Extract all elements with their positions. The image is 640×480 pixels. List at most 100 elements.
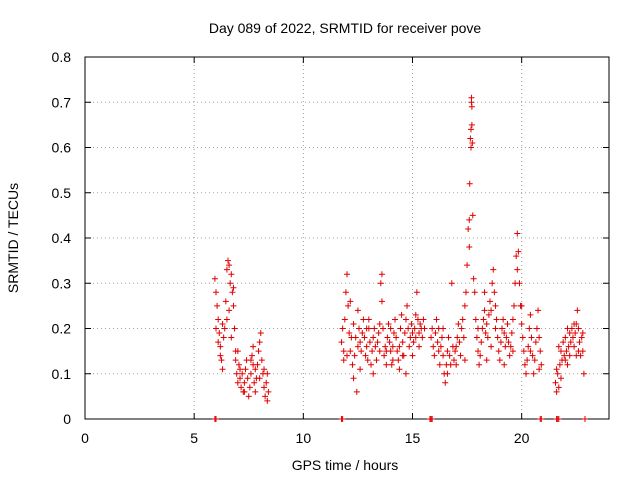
data-point bbox=[528, 334, 535, 341]
data-point bbox=[264, 370, 271, 377]
data-point bbox=[535, 307, 542, 314]
data-point bbox=[231, 325, 238, 332]
data-point bbox=[381, 352, 388, 359]
data-point bbox=[471, 289, 478, 296]
data-point bbox=[492, 302, 499, 309]
data-point bbox=[376, 348, 383, 355]
data-point bbox=[429, 325, 436, 332]
data-point bbox=[383, 348, 390, 355]
data-point bbox=[413, 289, 420, 296]
data-point bbox=[238, 384, 245, 391]
data-point bbox=[366, 339, 373, 346]
data-point bbox=[417, 320, 424, 327]
data-point bbox=[241, 379, 248, 386]
data-point bbox=[578, 334, 585, 341]
y-tick-label: 0.8 bbox=[52, 49, 72, 65]
data-point bbox=[398, 311, 405, 318]
data-point bbox=[340, 348, 347, 355]
data-point bbox=[219, 366, 226, 373]
data-point bbox=[247, 357, 254, 364]
data-point bbox=[532, 339, 539, 346]
data-point bbox=[357, 339, 364, 346]
data-point bbox=[468, 103, 475, 110]
data-point bbox=[533, 325, 540, 332]
data-point bbox=[484, 334, 491, 341]
data-point bbox=[519, 334, 526, 341]
data-point bbox=[256, 375, 263, 382]
data-point bbox=[347, 348, 354, 355]
data-point bbox=[357, 366, 364, 373]
data-point bbox=[580, 370, 587, 377]
data-point bbox=[462, 289, 469, 296]
data-point bbox=[234, 348, 241, 355]
data-point bbox=[470, 275, 477, 282]
data-point bbox=[526, 325, 533, 332]
data-point bbox=[501, 361, 508, 368]
data-point bbox=[217, 343, 224, 350]
data-point bbox=[410, 339, 417, 346]
data-point bbox=[377, 280, 384, 287]
data-point bbox=[444, 370, 451, 377]
data-point bbox=[488, 343, 495, 350]
data-point bbox=[374, 339, 381, 346]
data-point bbox=[476, 361, 483, 368]
data-point bbox=[472, 316, 479, 323]
data-point bbox=[521, 361, 528, 368]
data-point bbox=[396, 366, 403, 373]
data-point bbox=[409, 330, 416, 337]
data-point bbox=[485, 311, 492, 318]
data-point bbox=[361, 334, 368, 341]
data-point bbox=[402, 316, 409, 323]
data-point bbox=[223, 316, 230, 323]
data-point bbox=[465, 225, 472, 232]
data-point bbox=[461, 302, 468, 309]
data-point bbox=[392, 316, 399, 323]
tick-labels: 0 5 10 15 20 0 0.1 0.2 0.3 0.4 0.5 0.6 0.7 0.8 bbox=[52, 49, 530, 446]
x-tick-label: 5 bbox=[190, 430, 198, 446]
data-point bbox=[495, 348, 502, 355]
data-point bbox=[344, 271, 350, 278]
y-tick-label: 0.7 bbox=[52, 94, 72, 110]
data-point bbox=[529, 352, 536, 359]
data-point bbox=[350, 320, 357, 327]
y-axis-label: SRMTID / TECUs bbox=[5, 183, 21, 293]
data-point bbox=[254, 361, 261, 368]
data-point bbox=[384, 334, 391, 341]
data-point bbox=[223, 266, 230, 273]
data-point bbox=[339, 416, 346, 422]
data-point bbox=[497, 339, 504, 346]
data-point bbox=[464, 262, 471, 269]
data-point bbox=[407, 334, 414, 341]
data-point bbox=[455, 320, 462, 327]
data-point bbox=[503, 334, 510, 341]
data-point bbox=[362, 352, 369, 359]
data-point bbox=[376, 320, 383, 327]
data-point bbox=[468, 144, 475, 151]
data-point bbox=[460, 334, 467, 341]
data-point bbox=[230, 302, 237, 309]
data-point bbox=[560, 339, 567, 346]
data-point bbox=[358, 348, 365, 355]
data-point bbox=[453, 361, 460, 368]
data-point bbox=[359, 330, 366, 337]
data-point bbox=[339, 325, 346, 332]
x-tick-label: 15 bbox=[405, 430, 421, 446]
data-point bbox=[228, 271, 235, 278]
data-point bbox=[402, 370, 409, 377]
data-point bbox=[450, 357, 457, 364]
data-point bbox=[516, 280, 523, 287]
data-point bbox=[235, 361, 242, 368]
data-point bbox=[536, 334, 543, 341]
data-point bbox=[338, 339, 345, 346]
data-point bbox=[569, 334, 576, 341]
y-tick-label: 0.5 bbox=[52, 185, 72, 201]
data-point bbox=[232, 357, 239, 364]
data-point bbox=[554, 370, 561, 377]
data-point bbox=[440, 325, 447, 332]
data-point bbox=[527, 311, 534, 318]
data-point bbox=[518, 320, 525, 327]
data-point bbox=[416, 343, 423, 350]
data-point bbox=[412, 311, 419, 318]
data-point bbox=[228, 334, 235, 341]
data-point bbox=[454, 334, 461, 341]
